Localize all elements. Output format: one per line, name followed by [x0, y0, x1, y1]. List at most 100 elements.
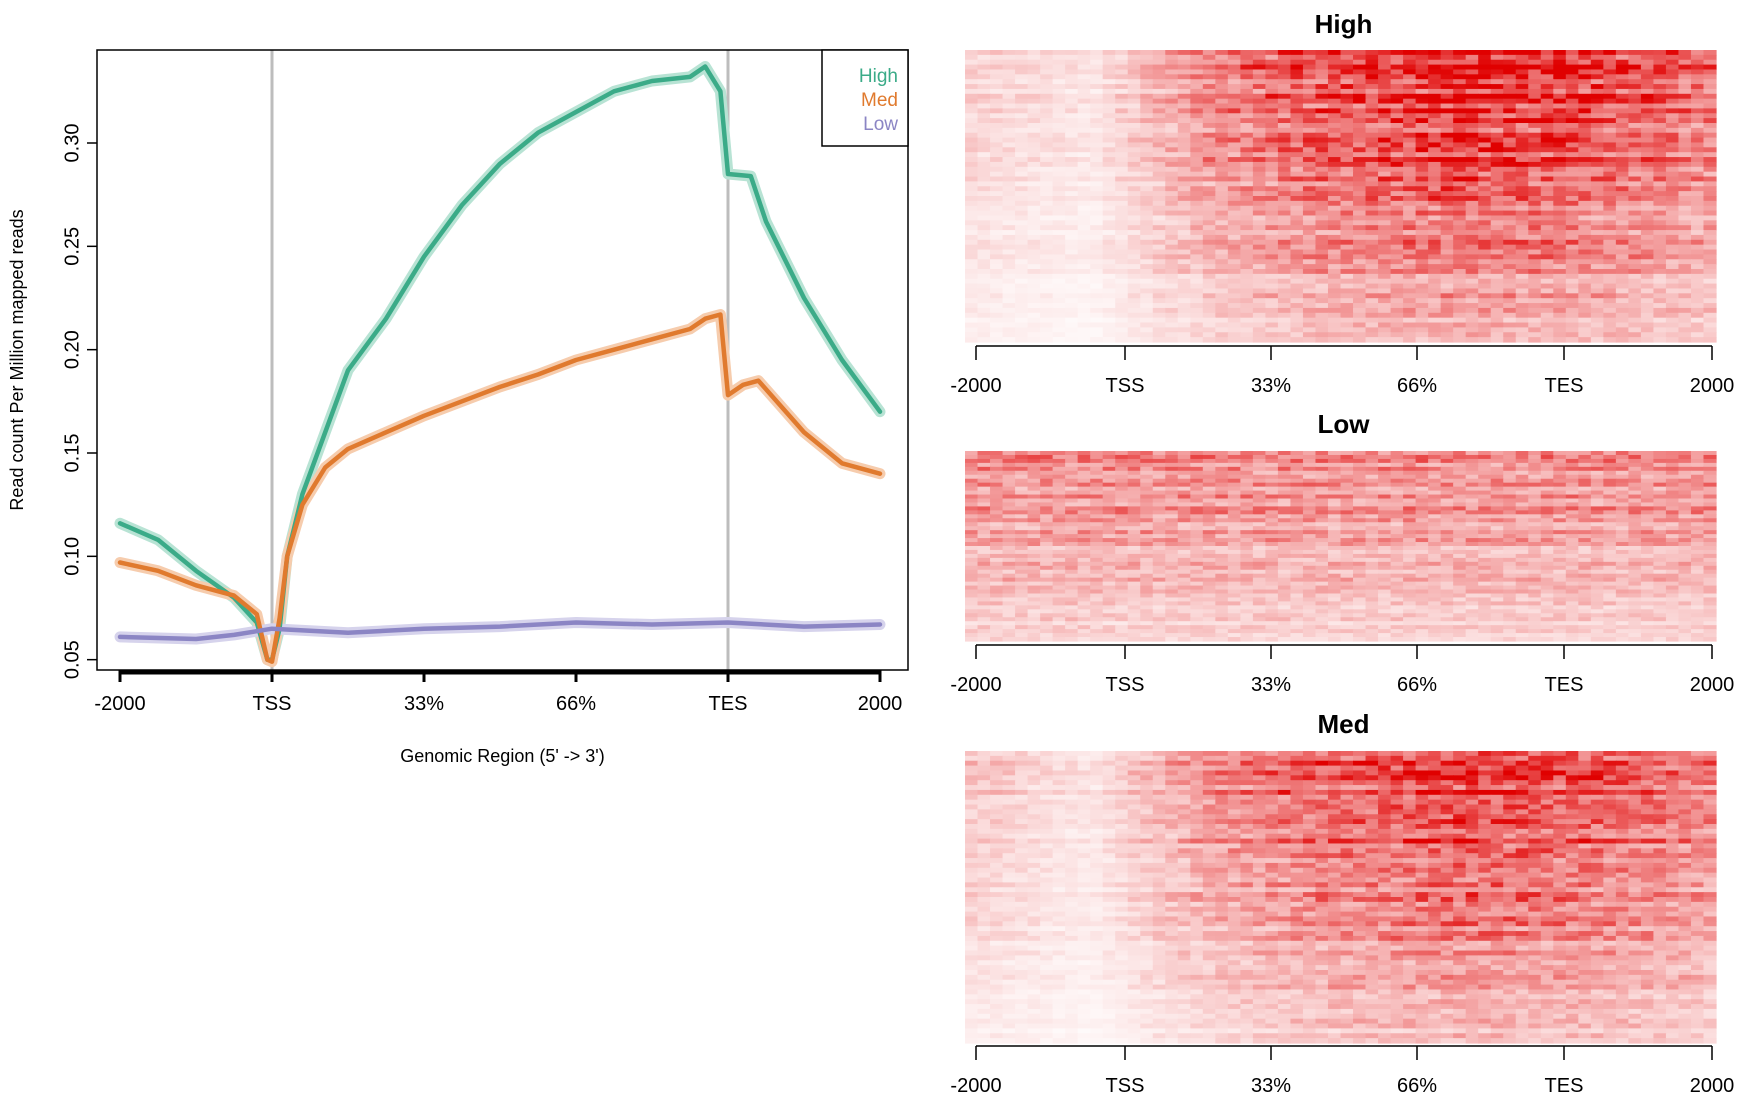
heatmap-cell: [1328, 186, 1341, 191]
heatmap-cell: [1416, 313, 1429, 318]
heatmap-cell: [1253, 94, 1266, 99]
heatmap-cell: [1228, 303, 1241, 308]
heatmap-cell: [1103, 99, 1116, 104]
heatmap-title: Low: [1318, 409, 1371, 439]
heatmap-cell: [1315, 181, 1328, 186]
heatmap-cell: [1516, 254, 1529, 259]
heatmap-cell: [1315, 467, 1328, 472]
heatmap-cell: [1591, 259, 1604, 264]
heatmap-cell: [1040, 157, 1053, 162]
heatmap-cell: [1178, 196, 1191, 201]
heatmap-cell: [1015, 293, 1028, 298]
heatmap-cell: [1290, 181, 1303, 186]
heatmap-cell: [1078, 455, 1091, 460]
heatmap-cell: [1303, 235, 1316, 240]
heatmap-cell: [1391, 69, 1404, 74]
heatmap-cell: [1115, 79, 1128, 84]
heatmap-cell: [1553, 332, 1566, 337]
heatmap-cell: [1641, 152, 1654, 157]
heatmap-cell: [990, 118, 1003, 123]
heatmap-cell: [1053, 206, 1066, 211]
heatmap-cell: [1103, 318, 1116, 323]
heatmap-cell: [1666, 284, 1679, 289]
heatmap-cell: [1015, 514, 1028, 519]
heatmap-cell: [1328, 123, 1341, 128]
heatmap-cell: [1153, 491, 1166, 496]
heatmap-cell: [1578, 518, 1591, 523]
heatmap-cell: [1491, 451, 1504, 456]
heatmap-cell: [1666, 69, 1679, 74]
heatmap-cell: [1165, 240, 1178, 245]
heatmap-cell: [1441, 495, 1454, 500]
heatmap-cell: [1090, 113, 1103, 118]
heatmap-cell: [1265, 471, 1278, 476]
heatmap-cell: [978, 201, 991, 206]
heatmap-cell: [1065, 123, 1078, 128]
heatmap-cell: [1090, 94, 1103, 99]
heatmap-cell: [1003, 172, 1016, 177]
heatmap-cell: [1078, 60, 1091, 65]
heatmap-cell: [1065, 502, 1078, 507]
heatmap-cell: [1178, 254, 1191, 259]
heatmap-cell: [1240, 332, 1253, 337]
heatmap-cell: [1653, 279, 1666, 284]
heatmap-cell: [1078, 79, 1091, 84]
heatmap-cell: [990, 264, 1003, 269]
heatmap-cell: [1353, 128, 1366, 133]
heatmap-cell: [1153, 313, 1166, 318]
heatmap-cell: [1628, 215, 1641, 220]
heatmap-cell: [1053, 235, 1066, 240]
heatmap-cell: [1278, 108, 1291, 113]
heatmap-cell: [1003, 483, 1016, 488]
heatmap-cell: [1703, 89, 1716, 94]
heatmap-cell: [1691, 220, 1704, 225]
heatmap-cell: [1065, 264, 1078, 269]
heatmap-cell: [1315, 215, 1328, 220]
heatmap-cell: [1691, 60, 1704, 65]
heatmap-cell: [1628, 327, 1641, 332]
heatmap-cell: [1341, 274, 1354, 279]
heatmap-cell: [1090, 491, 1103, 496]
heatmap-cell: [1691, 495, 1704, 500]
heatmap-cell: [1065, 538, 1078, 543]
heatmap-cell: [978, 186, 991, 191]
heatmap-cell: [1153, 94, 1166, 99]
heatmap-cell: [1253, 128, 1266, 133]
heatmap-cell: [1315, 313, 1328, 318]
heatmap-cell: [1015, 510, 1028, 515]
heatmap-cell: [1528, 152, 1541, 157]
heatmap-cell: [1416, 303, 1429, 308]
heatmap-cell: [1003, 487, 1016, 492]
heatmap-cell: [1003, 308, 1016, 313]
heatmap-cell: [1115, 337, 1128, 342]
heatmap-cell: [1641, 502, 1654, 507]
heatmap-cell: [1403, 530, 1416, 535]
heatmap-cell: [1491, 142, 1504, 147]
heatmap-cell: [1165, 186, 1178, 191]
heatmap-cell: [1566, 113, 1579, 118]
heatmap-cell: [1353, 274, 1366, 279]
heatmap-cell: [1703, 220, 1716, 225]
heatmap-cell: [978, 206, 991, 211]
heatmap-cell: [1115, 479, 1128, 484]
heatmap-cell: [1265, 518, 1278, 523]
heatmap-cell: [1653, 323, 1666, 328]
heatmap-cell: [1403, 123, 1416, 128]
heatmap-cell: [1353, 123, 1366, 128]
heatmap-cell: [1040, 495, 1053, 500]
heatmap-cell: [1103, 108, 1116, 113]
heatmap-cell: [1178, 288, 1191, 293]
heatmap-cell: [1541, 279, 1554, 284]
heatmap-cell: [1028, 138, 1041, 143]
heatmap-cell: [1341, 495, 1354, 500]
heatmap-cell: [1403, 118, 1416, 123]
heatmap-cell: [1265, 230, 1278, 235]
heatmap-cell: [1128, 181, 1141, 186]
heatmap-cell: [1253, 201, 1266, 206]
heatmap-cell: [1391, 191, 1404, 196]
heatmap-cell: [1353, 518, 1366, 523]
heatmap-cell: [990, 510, 1003, 515]
heatmap-cell: [1591, 142, 1604, 147]
heatmap-cell: [1566, 104, 1579, 109]
heatmap-cell: [1178, 491, 1191, 496]
